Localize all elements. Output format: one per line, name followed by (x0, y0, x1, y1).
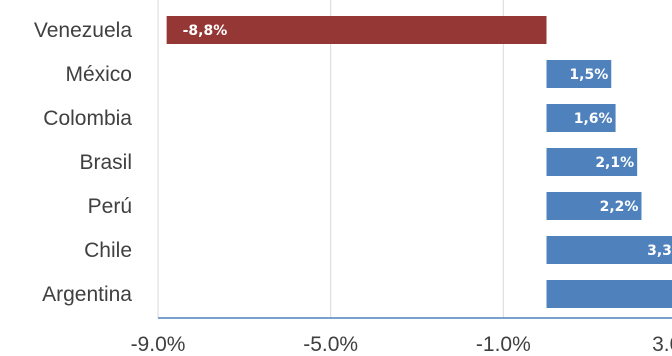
category-label: Perú (88, 195, 132, 218)
bar (546, 192, 642, 220)
category-labels: Venezuela México Colombia Brasil Perú Chile Ar… (34, 19, 132, 306)
bar (546, 148, 638, 176)
bars (166, 16, 672, 308)
category-label: Chile (84, 239, 132, 262)
value-label: 1,6% (574, 111, 613, 127)
category-label: México (65, 63, 132, 86)
x-tick-label: 3.0% (652, 333, 672, 356)
bar (546, 60, 612, 88)
x-tick-label: -1.0% (476, 333, 531, 356)
gridlines (157, 0, 672, 319)
category-label: Colombia (43, 107, 132, 130)
value-labels: -8,8%1,5%1,6%2,1%2,2%3,3%3,9% (183, 23, 672, 259)
category-label: Argentina (42, 283, 132, 306)
bar (546, 280, 672, 308)
value-label: 3,3% (647, 243, 672, 259)
x-tick-label: -5.0% (303, 333, 358, 356)
category-label: Venezuela (34, 19, 132, 42)
bar (166, 16, 547, 44)
value-label: 1,5% (569, 67, 608, 83)
value-label: -8,8% (183, 23, 228, 39)
value-label: 2,2% (600, 199, 639, 215)
x-axis-tick-labels: -9.0% -5.0% -1.0% 3.0% (131, 333, 672, 356)
category-label: Brasil (79, 151, 132, 174)
x-tick-label: -9.0% (131, 333, 186, 356)
bar (546, 236, 672, 264)
bar (546, 104, 616, 132)
value-label: 2,1% (595, 155, 634, 171)
